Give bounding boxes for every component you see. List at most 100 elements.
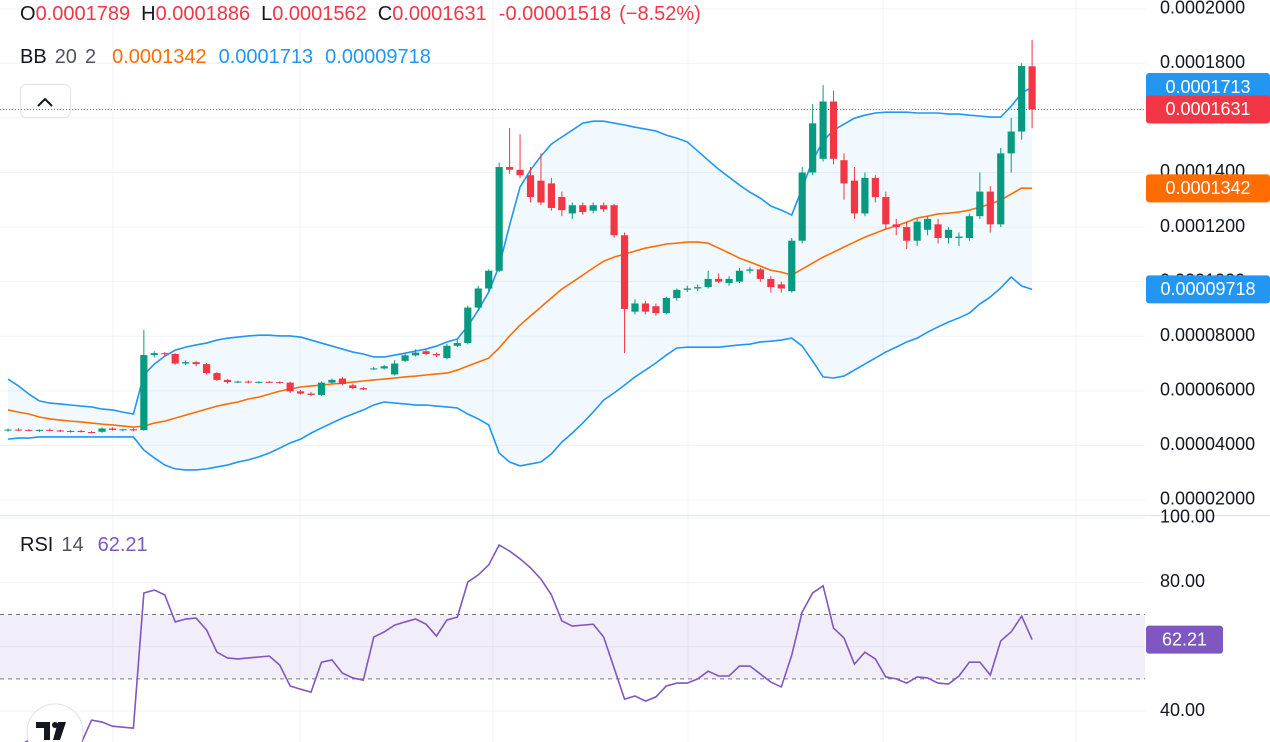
candle-body bbox=[568, 205, 576, 214]
bb-length: 20 bbox=[55, 46, 77, 68]
candle-body bbox=[108, 428, 117, 430]
value: 0.0001631 bbox=[392, 3, 487, 25]
candle-body bbox=[965, 216, 973, 238]
value: 0.0001886 bbox=[156, 3, 251, 25]
y-tick-label: 0.00006000 bbox=[1160, 380, 1255, 400]
candle-body bbox=[620, 235, 629, 309]
candle-body bbox=[704, 278, 712, 288]
label: L bbox=[261, 3, 272, 25]
candle-body bbox=[119, 429, 127, 431]
candle-body bbox=[98, 428, 106, 432]
rsi-length: 14 bbox=[61, 534, 83, 556]
y-tick-label: 0.00004000 bbox=[1160, 434, 1255, 454]
bb-fill bbox=[8, 87, 1033, 470]
price-badge bbox=[1146, 275, 1270, 304]
candle-body bbox=[600, 205, 608, 210]
candle-body bbox=[892, 224, 900, 228]
candle-body bbox=[67, 430, 75, 432]
candle-body bbox=[46, 429, 54, 431]
candle-body bbox=[850, 180, 859, 214]
y-tick-label: 0.0001200 bbox=[1160, 216, 1245, 236]
candle-body bbox=[317, 382, 326, 395]
candle-body bbox=[662, 298, 670, 314]
candle-body bbox=[537, 180, 545, 203]
label: H bbox=[141, 3, 155, 25]
price-badge-label: 0.00009718 bbox=[1160, 279, 1255, 299]
candle-body bbox=[422, 351, 430, 354]
candle-body bbox=[244, 381, 252, 383]
logo-mark[interactable] bbox=[36, 722, 66, 740]
candle-body bbox=[223, 379, 232, 383]
candle-body bbox=[944, 229, 953, 238]
candle-body bbox=[809, 123, 817, 173]
collapse-button[interactable] bbox=[20, 84, 71, 118]
candle-body bbox=[526, 175, 535, 198]
candle-body bbox=[558, 197, 566, 211]
candle-body bbox=[359, 388, 367, 390]
value: 0.0001562 bbox=[272, 3, 367, 25]
price-pane bbox=[4, 39, 1036, 471]
candle-body bbox=[380, 366, 388, 369]
candle-body bbox=[506, 167, 514, 170]
candle-body bbox=[443, 345, 451, 359]
y-tick-label: 80.00 bbox=[1160, 571, 1205, 591]
candle-body bbox=[401, 355, 409, 361]
rsi-badge-label: 62.21 bbox=[1162, 629, 1207, 649]
price-badge bbox=[1146, 73, 1270, 102]
candle-body bbox=[161, 353, 169, 355]
rsi-band-fill bbox=[0, 614, 1145, 679]
candle-body bbox=[234, 381, 242, 383]
candle-body bbox=[641, 303, 650, 312]
logo-dot[interactable] bbox=[52, 722, 58, 728]
candle-body bbox=[694, 287, 702, 289]
price-badge bbox=[1146, 174, 1270, 203]
logo[interactable] bbox=[26, 703, 84, 742]
label: C bbox=[378, 3, 392, 25]
candle-body bbox=[4, 429, 12, 431]
candle-body bbox=[955, 236, 963, 238]
rsi-legend: RSI 14 62.21 bbox=[20, 534, 148, 556]
candle-body bbox=[579, 205, 587, 213]
candle-body bbox=[307, 393, 315, 395]
rsi-badge bbox=[1146, 625, 1223, 654]
candle-body bbox=[464, 307, 472, 344]
price-badge bbox=[1146, 95, 1270, 124]
candle-body bbox=[88, 432, 96, 434]
candle-body bbox=[788, 240, 796, 292]
candle-body bbox=[255, 381, 263, 383]
candle-body bbox=[391, 363, 399, 375]
candle-body bbox=[767, 278, 775, 288]
candle-body bbox=[140, 355, 148, 431]
change-percent: (−8.52%) bbox=[619, 3, 701, 25]
candle-body bbox=[276, 382, 284, 384]
candle-body bbox=[882, 197, 890, 225]
rsi-name: RSI bbox=[20, 534, 53, 556]
candle-body bbox=[986, 191, 994, 225]
candle-body bbox=[370, 368, 378, 370]
ohlc-legend: O0.0001789 H0.0001886 L0.0001562 C0.0001631… bbox=[20, 3, 701, 25]
candle-body bbox=[171, 353, 179, 364]
candle-body bbox=[819, 101, 827, 159]
bb-mult: 2 bbox=[85, 46, 96, 68]
value: 0.0001789 bbox=[36, 3, 131, 25]
candle-body bbox=[840, 160, 848, 184]
candle-body bbox=[432, 353, 441, 356]
candle-body bbox=[673, 289, 681, 299]
button-frame[interactable] bbox=[20, 84, 71, 118]
candle-body bbox=[14, 429, 23, 431]
label: O bbox=[20, 3, 36, 25]
candle-body bbox=[871, 177, 879, 198]
candle-body bbox=[829, 101, 838, 159]
candle-body bbox=[202, 364, 211, 374]
candle-body bbox=[725, 278, 733, 284]
candle-body bbox=[1007, 131, 1015, 154]
y-tick-label: 0.00002000 bbox=[1160, 489, 1255, 509]
candle-body bbox=[338, 378, 346, 384]
candle-body bbox=[129, 429, 137, 431]
bb-legend: BB 20 2 0.0001342 0.0001713 0.00009718 bbox=[20, 46, 431, 68]
rsi-pane bbox=[0, 543, 1145, 742]
bb-upper-value: 0.0001713 bbox=[219, 46, 314, 68]
chevron-icon[interactable] bbox=[37, 97, 53, 107]
bb-basis-value: 0.0001342 bbox=[112, 46, 207, 68]
candle-body bbox=[934, 224, 942, 238]
